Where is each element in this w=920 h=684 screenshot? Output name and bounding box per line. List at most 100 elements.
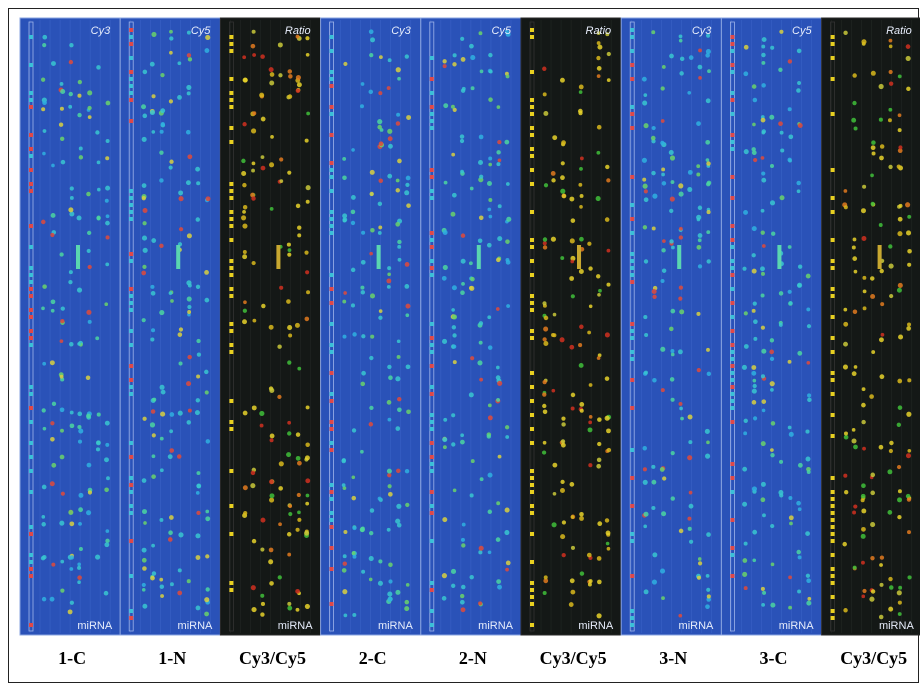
spot <box>242 122 247 127</box>
control-spot <box>530 413 534 417</box>
spot <box>395 188 400 193</box>
spot <box>505 257 510 262</box>
spot <box>352 612 357 617</box>
spot <box>460 57 466 62</box>
spot <box>41 522 46 527</box>
spot <box>60 428 64 433</box>
control-spot <box>530 308 534 312</box>
spot <box>378 309 383 313</box>
control-spot <box>730 266 735 270</box>
spot <box>860 533 866 539</box>
spot <box>579 511 584 517</box>
control-spot <box>429 126 434 130</box>
spot <box>450 104 455 109</box>
spot <box>59 520 65 526</box>
spot <box>342 299 347 304</box>
spot <box>669 196 675 202</box>
control-spot <box>429 392 434 396</box>
spot <box>96 65 101 70</box>
spot <box>705 139 711 145</box>
spot <box>42 34 48 40</box>
spot <box>305 478 311 484</box>
spot <box>59 252 64 257</box>
control-spot <box>229 581 234 585</box>
spot <box>151 474 156 479</box>
spot <box>195 217 201 222</box>
spot <box>842 364 849 370</box>
spot <box>177 61 182 66</box>
spot <box>261 303 266 309</box>
control-spot <box>29 455 33 459</box>
control-spot <box>429 462 434 466</box>
control-spot <box>29 343 33 347</box>
spot <box>59 407 65 413</box>
spot <box>696 244 702 250</box>
spot <box>697 238 702 243</box>
spot <box>386 468 392 474</box>
control-spot <box>630 336 635 340</box>
spot <box>853 126 858 131</box>
spot <box>896 164 901 169</box>
spot <box>377 119 383 125</box>
spot <box>878 444 884 450</box>
spot <box>460 233 466 238</box>
control-spot <box>329 210 334 214</box>
spot <box>906 326 911 331</box>
spot <box>186 420 192 425</box>
spot <box>250 128 257 134</box>
spot <box>761 177 767 183</box>
spot <box>260 601 266 607</box>
spot <box>697 64 703 70</box>
spot <box>788 301 793 305</box>
spot <box>242 485 248 491</box>
spot <box>41 596 47 602</box>
control-spot <box>730 546 735 550</box>
spot <box>861 560 865 565</box>
control-spot <box>129 196 134 200</box>
spot <box>443 417 448 422</box>
control-spot <box>29 532 33 536</box>
spot <box>560 439 566 444</box>
spot <box>843 341 848 347</box>
spot <box>96 412 101 417</box>
spot <box>760 481 766 487</box>
spot <box>496 105 501 109</box>
spot <box>880 302 885 307</box>
spot <box>159 518 164 522</box>
spot <box>796 48 802 54</box>
control-strip <box>830 21 835 632</box>
spot <box>169 50 173 55</box>
spot <box>460 88 466 93</box>
spot <box>688 503 694 509</box>
spot <box>642 183 648 189</box>
panel-header: Cy5 <box>491 25 511 37</box>
spot <box>296 492 301 498</box>
control-spot <box>429 322 434 326</box>
spot <box>268 547 274 553</box>
spot <box>568 602 574 607</box>
spot <box>95 130 100 135</box>
spot <box>168 530 173 536</box>
spot <box>680 416 684 421</box>
spot <box>142 221 147 226</box>
spot <box>504 529 510 536</box>
control-spot <box>129 343 134 347</box>
spot <box>652 294 657 299</box>
spot <box>105 214 110 219</box>
spot <box>778 67 783 72</box>
spot <box>295 34 300 39</box>
spot <box>141 235 148 241</box>
control-spot <box>129 574 134 578</box>
spot <box>243 300 247 305</box>
spot <box>269 581 274 586</box>
control-spot <box>229 35 234 39</box>
spot <box>660 278 665 284</box>
control-spot <box>730 378 735 382</box>
spot <box>242 410 248 416</box>
spot <box>142 264 147 269</box>
control-spot <box>29 63 33 67</box>
control-spot <box>630 280 635 284</box>
spot <box>251 405 257 411</box>
control-spot <box>429 119 434 123</box>
